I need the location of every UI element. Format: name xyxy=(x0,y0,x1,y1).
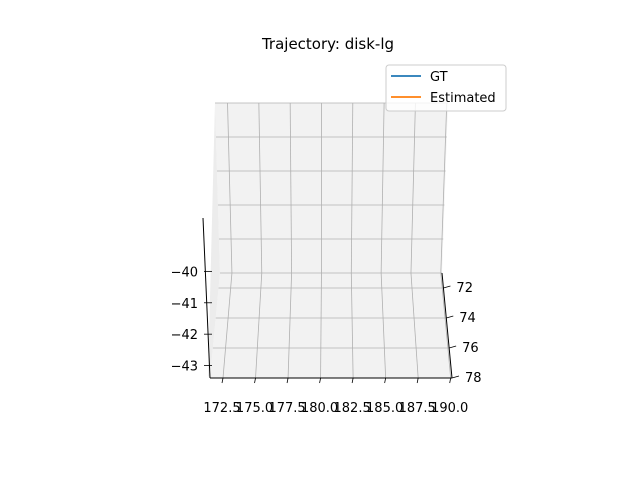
chart-title: Trajectory: disk-lg xyxy=(261,35,394,53)
y-tick-mark xyxy=(449,345,457,349)
grid-x-wall xyxy=(350,102,354,274)
grid-x-floor xyxy=(222,272,233,379)
grid-x-wall xyxy=(410,102,416,274)
z-tick-label: −40 xyxy=(171,265,198,280)
x-tick-label: 190.0 xyxy=(431,401,468,416)
z-tick-label: −42 xyxy=(171,328,198,343)
y-tick-mark xyxy=(446,315,454,319)
x-tick-mark xyxy=(319,377,321,384)
x-tick-label: 177.5 xyxy=(268,401,305,416)
x-tick-mark xyxy=(449,377,452,384)
grid-x-floor xyxy=(255,272,263,379)
grid-x-floor xyxy=(440,272,452,379)
grid-x-wall xyxy=(440,102,448,274)
y-tick-label: 74 xyxy=(459,311,476,326)
x-tick-mark xyxy=(221,377,224,384)
tick-marks: 172.5175.0177.5180.0182.5185.0187.5190.0… xyxy=(171,265,482,416)
legend-label-estimated: Estimated xyxy=(430,91,496,106)
grid-x-wall xyxy=(258,102,263,274)
x-tick-label: 172.5 xyxy=(203,401,240,416)
z-tick-label: −41 xyxy=(171,297,198,312)
x-tick-mark xyxy=(351,377,354,384)
y-tick-mark xyxy=(451,375,460,379)
x-tick-label: 185.0 xyxy=(366,401,403,416)
x-tick-label: 175.0 xyxy=(236,401,273,416)
axis-lines xyxy=(202,217,453,379)
axis-panes xyxy=(208,103,452,378)
grid-x-floor xyxy=(350,272,354,379)
grid-x-floor xyxy=(320,272,322,379)
legend-label-gt: GT xyxy=(430,70,448,85)
x-tick-mark xyxy=(286,377,289,384)
y-axis-line xyxy=(441,272,453,379)
grid-x-wall xyxy=(227,102,233,274)
grid-x-floor xyxy=(410,272,419,379)
grid-lines xyxy=(210,102,452,379)
legend: GT Estimated xyxy=(385,64,507,112)
grid-x-floor xyxy=(380,272,387,379)
z-axis-line xyxy=(202,217,211,379)
grid-x-wall xyxy=(289,102,293,274)
grid-x-wall xyxy=(380,102,385,274)
back-wall-pane xyxy=(215,103,448,273)
grid-x-floor xyxy=(287,272,293,379)
x-tick-mark xyxy=(254,377,256,384)
x-tick-mark xyxy=(384,377,387,384)
x-tick-mark xyxy=(416,377,419,384)
y-tick-mark xyxy=(443,285,451,289)
x-tick-label: 182.5 xyxy=(334,401,371,416)
x-tick-label: 180.0 xyxy=(301,401,338,416)
y-tick-label: 76 xyxy=(462,341,479,356)
y-tick-label: 78 xyxy=(465,371,482,386)
floor-pane xyxy=(210,273,452,378)
side-wall-pane xyxy=(208,103,220,378)
x-tick-label: 187.5 xyxy=(399,401,436,416)
z-tick-label: −43 xyxy=(171,360,198,375)
y-tick-label: 72 xyxy=(456,281,473,296)
